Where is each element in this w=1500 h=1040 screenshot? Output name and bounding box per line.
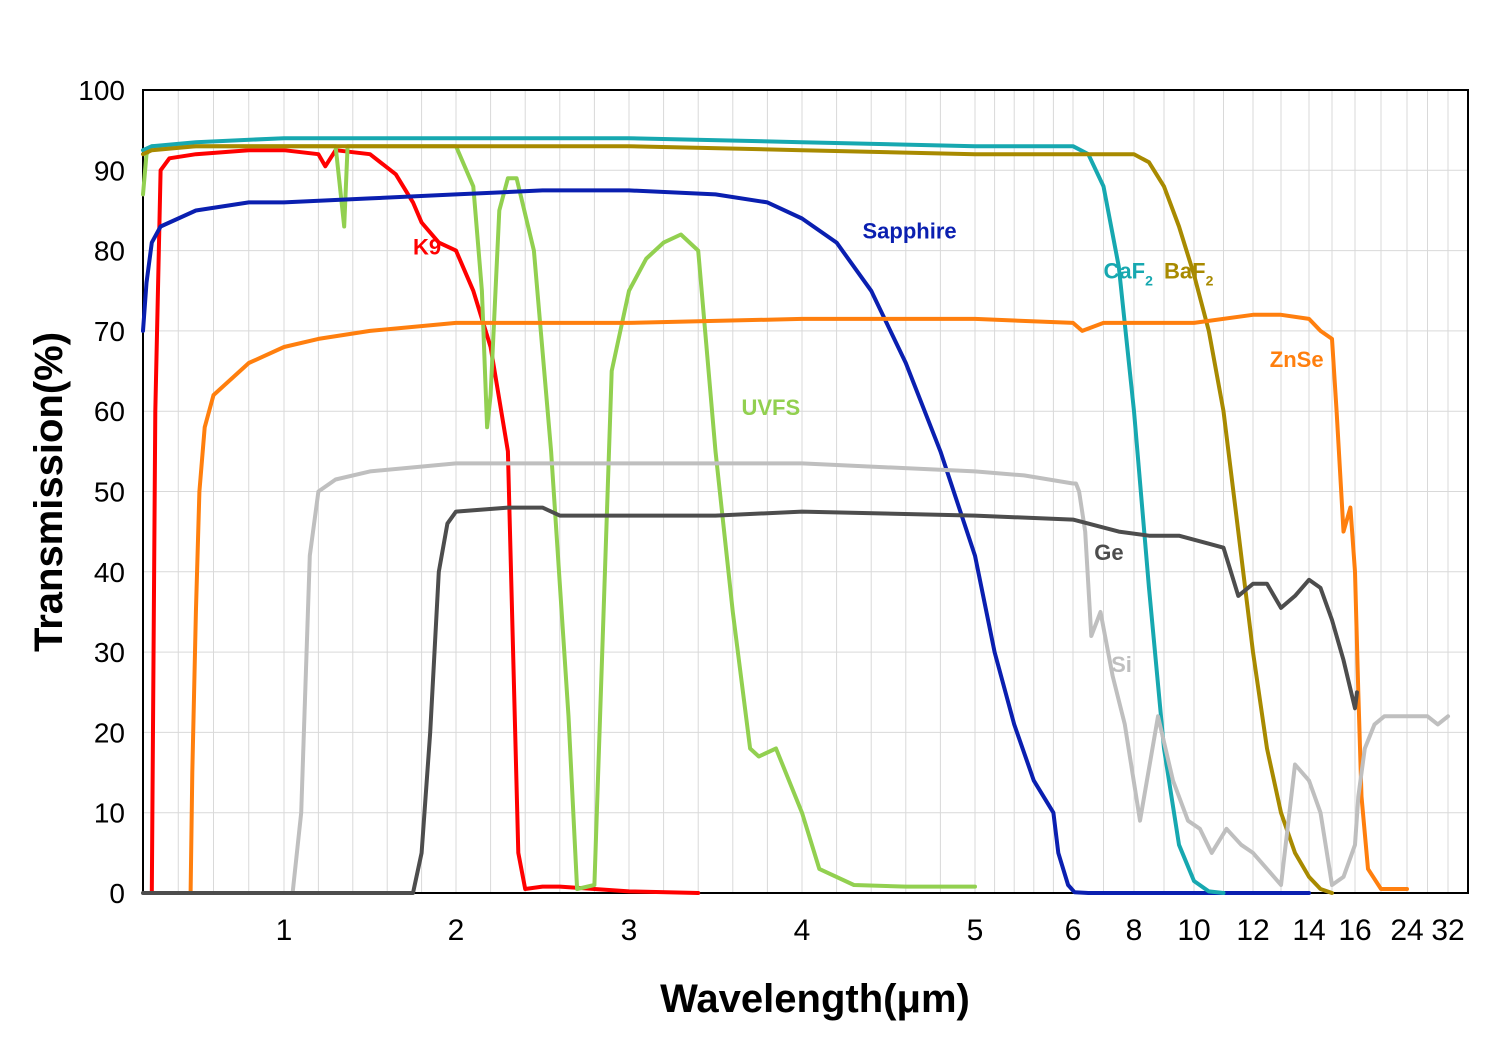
x-tick-label: 32: [1431, 914, 1464, 947]
x-tick-label: 8: [1126, 914, 1143, 947]
x-axis-ticks: 1 2 3 4 5 6 8 10 12 14 16 24 32: [276, 914, 1465, 947]
y-axis-title: Transmission(%): [27, 332, 71, 652]
y-tick-label: 40: [94, 557, 125, 588]
y-tick-label: 90: [94, 155, 125, 186]
x-axis-title: Wavelength(μm): [660, 977, 970, 1021]
y-tick-label: 70: [94, 316, 125, 347]
y-axis-ticks: 0 10 20 30 40 50 60 70 80 90 100: [78, 75, 125, 909]
series-label-sapphire: Sapphire: [863, 219, 957, 244]
grid: [143, 89, 1468, 894]
series-line-sapphire: [141, 188, 1311, 895]
series-label-k9: K9: [413, 235, 441, 260]
y-tick-label: 0: [109, 878, 125, 909]
series-line-si: [290, 461, 1450, 895]
y-tick-label: 100: [78, 75, 125, 106]
y-tick-label: 50: [94, 477, 125, 508]
x-tick-label: 10: [1177, 914, 1210, 947]
y-tick-label: 60: [94, 396, 125, 427]
series-label-ge: Ge: [1094, 540, 1123, 565]
x-tick-label: 4: [794, 914, 811, 947]
series-line-uvfs: [141, 144, 977, 891]
y-tick-label: 30: [94, 637, 125, 668]
x-tick-label: 6: [1065, 914, 1082, 947]
series-label-znse: ZnSe: [1270, 347, 1324, 372]
x-tick-label: 2: [448, 914, 465, 947]
series-line-baf2: [141, 144, 1334, 895]
series-labels: K9 UVFS Sapphire CaF2 BaF2 ZnSe Si Ge: [413, 219, 1324, 678]
series-lines: [141, 136, 1450, 895]
x-tick-label: 24: [1390, 914, 1423, 947]
x-tick-label: 14: [1292, 914, 1325, 947]
y-tick-label: 10: [94, 798, 125, 829]
series-label-caf2: CaF2: [1104, 259, 1154, 289]
y-tick-label: 80: [94, 236, 125, 267]
series-line-k9: [149, 148, 701, 895]
series-label-baf2: BaF2: [1164, 259, 1214, 289]
x-tick-label: 16: [1338, 914, 1371, 947]
x-tick-label: 1: [276, 914, 293, 947]
series-line-znse: [188, 312, 1409, 895]
series-label-si: Si: [1111, 652, 1132, 677]
plot-area-frame: [142, 89, 1469, 894]
series-label-uvfs: UVFS: [742, 395, 801, 420]
y-tick-label: 20: [94, 717, 125, 748]
series-line-ge: [141, 505, 1359, 895]
x-tick-label: 12: [1236, 914, 1269, 947]
x-tick-label: 3: [621, 914, 638, 947]
x-tick-label: 5: [967, 914, 984, 947]
